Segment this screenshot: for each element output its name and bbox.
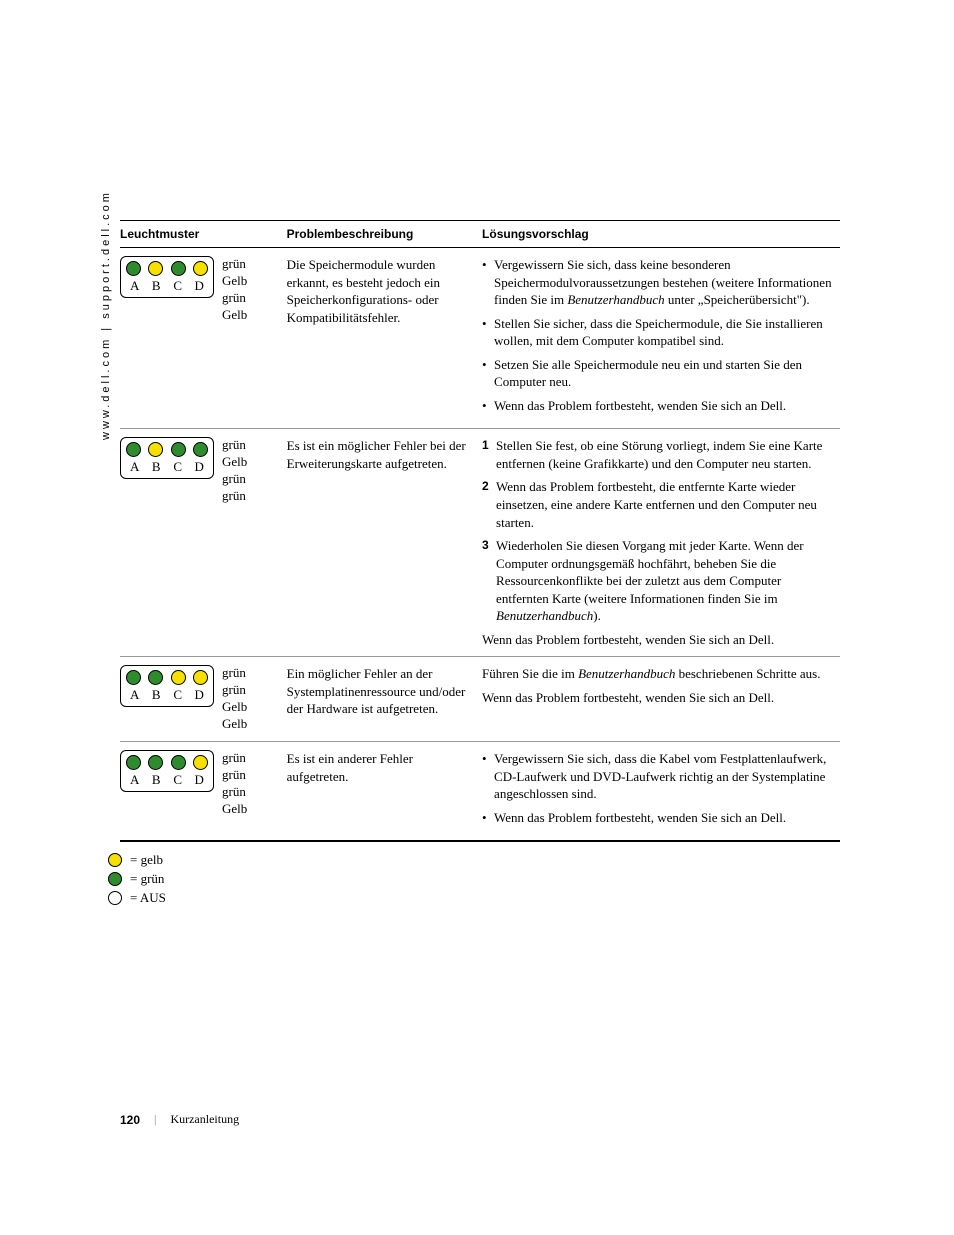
solution-item: Wenn das Problem fortbesteht, die entfer… xyxy=(482,478,834,531)
page-number: 120 xyxy=(120,1113,140,1127)
led-indicator xyxy=(171,442,186,457)
legend-row: = gelb xyxy=(108,852,840,868)
led-indicator xyxy=(126,442,141,457)
led-indicator xyxy=(193,670,208,685)
table-row: ABCDgrünGelbgrüngrünEs ist ein möglicher… xyxy=(120,429,840,657)
solution-item: Wenn das Problem fortbesteht, wenden Sie… xyxy=(482,689,834,707)
led-panel: ABCD xyxy=(120,750,214,792)
header-leuchtmuster: Leuchtmuster xyxy=(120,221,287,248)
diagnostics-table: Leuchtmuster Problembeschreibung Lösungs… xyxy=(120,220,840,842)
legend-row: = AUS xyxy=(108,890,840,906)
table-row: ABCDgrünGelbgrünGelbDie Speichermodule w… xyxy=(120,248,840,429)
solution-item: Wenn das Problem fortbesteht, wenden Sie… xyxy=(482,809,834,827)
led-label: B xyxy=(149,686,164,704)
led-indicator xyxy=(148,261,163,276)
header-losung: Lösungsvorschlag xyxy=(482,221,840,248)
color-list: grünGelbgrünGelb xyxy=(222,256,247,324)
solution-cell: Führen Sie die im Benutzerhandbuch besch… xyxy=(482,657,840,742)
solution-item: Vergewissern Sie sich, dass keine besond… xyxy=(482,256,834,309)
solution-cell: Vergewissern Sie sich, dass die Kabel vo… xyxy=(482,741,840,841)
led-label: A xyxy=(127,458,142,476)
problem-cell: Ein möglicher Fehler an der Systemplatin… xyxy=(287,657,482,742)
color-list: grünGelbgrüngrün xyxy=(222,437,247,505)
led-panel: ABCD xyxy=(120,256,214,298)
solution-cell: Stellen Sie fest, ob eine Störung vorlie… xyxy=(482,429,840,657)
legend-led xyxy=(108,853,122,867)
solution-item: Vergewissern Sie sich, dass die Kabel vo… xyxy=(482,750,834,803)
led-label: D xyxy=(192,458,207,476)
led-indicator xyxy=(126,261,141,276)
legend: = gelb = grün = AUS xyxy=(108,852,840,906)
led-indicator xyxy=(193,261,208,276)
led-indicator xyxy=(171,670,186,685)
led-indicator xyxy=(171,261,186,276)
color-list: grüngrüngrünGelb xyxy=(222,750,247,818)
problem-cell: Die Speichermodule wurden erkannt, es be… xyxy=(287,248,482,429)
color-list: grüngrünGelbGelb xyxy=(222,665,247,733)
led-indicator xyxy=(193,442,208,457)
led-label: B xyxy=(149,771,164,789)
side-url: www.dell.com | support.dell.com xyxy=(100,190,112,440)
legend-led xyxy=(108,891,122,905)
solution-item: Wenn das Problem fortbesteht, wenden Sie… xyxy=(482,397,834,415)
solution-cell: Vergewissern Sie sich, dass keine besond… xyxy=(482,248,840,429)
pattern-cell: ABCDgrüngrüngrünGelb xyxy=(120,741,287,841)
led-indicator xyxy=(126,670,141,685)
led-indicator xyxy=(193,755,208,770)
led-label: D xyxy=(192,686,207,704)
led-panel: ABCD xyxy=(120,437,214,479)
led-indicator xyxy=(148,670,163,685)
led-label: B xyxy=(149,277,164,295)
content-area: Leuchtmuster Problembeschreibung Lösungs… xyxy=(120,220,840,909)
solution-tail: Wenn das Problem fortbesteht, wenden Sie… xyxy=(482,631,834,649)
led-label: C xyxy=(170,686,185,704)
footer-divider: | xyxy=(154,1112,156,1127)
legend-label: = gelb xyxy=(130,852,163,868)
legend-led xyxy=(108,872,122,886)
solution-item: Stellen Sie fest, ob eine Störung vorlie… xyxy=(482,437,834,472)
led-label: A xyxy=(127,771,142,789)
led-indicator xyxy=(126,755,141,770)
problem-cell: Es ist ein möglicher Fehler bei der Erwe… xyxy=(287,429,482,657)
led-label: B xyxy=(149,458,164,476)
led-label: D xyxy=(192,277,207,295)
led-label: C xyxy=(170,277,185,295)
solution-item: Setzen Sie alle Speichermodule neu ein u… xyxy=(482,356,834,391)
led-indicator xyxy=(171,755,186,770)
table-header-row: Leuchtmuster Problembeschreibung Lösungs… xyxy=(120,221,840,248)
table-row: ABCDgrüngrünGelbGelbEin möglicher Fehler… xyxy=(120,657,840,742)
led-label: D xyxy=(192,771,207,789)
led-indicator xyxy=(148,755,163,770)
table-row: ABCDgrüngrüngrünGelbEs ist ein anderer F… xyxy=(120,741,840,841)
led-label: A xyxy=(127,277,142,295)
header-problem: Problembeschreibung xyxy=(287,221,482,248)
led-indicator xyxy=(148,442,163,457)
legend-label: = grün xyxy=(130,871,164,887)
page-footer: 120 | Kurzanleitung xyxy=(120,1112,239,1127)
solution-item: Führen Sie die im Benutzerhandbuch besch… xyxy=(482,665,834,683)
pattern-cell: ABCDgrüngrünGelbGelb xyxy=(120,657,287,742)
led-label: C xyxy=(170,458,185,476)
legend-label: = AUS xyxy=(130,890,166,906)
pattern-cell: ABCDgrünGelbgrünGelb xyxy=(120,248,287,429)
led-label: A xyxy=(127,686,142,704)
led-label: C xyxy=(170,771,185,789)
solution-item: Wiederholen Sie diesen Vorgang mit jeder… xyxy=(482,537,834,625)
footer-section: Kurzanleitung xyxy=(170,1112,239,1127)
legend-row: = grün xyxy=(108,871,840,887)
pattern-cell: ABCDgrünGelbgrüngrün xyxy=(120,429,287,657)
problem-cell: Es ist ein anderer Fehler aufgetreten. xyxy=(287,741,482,841)
led-panel: ABCD xyxy=(120,665,214,707)
solution-item: Stellen Sie sicher, dass die Speichermod… xyxy=(482,315,834,350)
